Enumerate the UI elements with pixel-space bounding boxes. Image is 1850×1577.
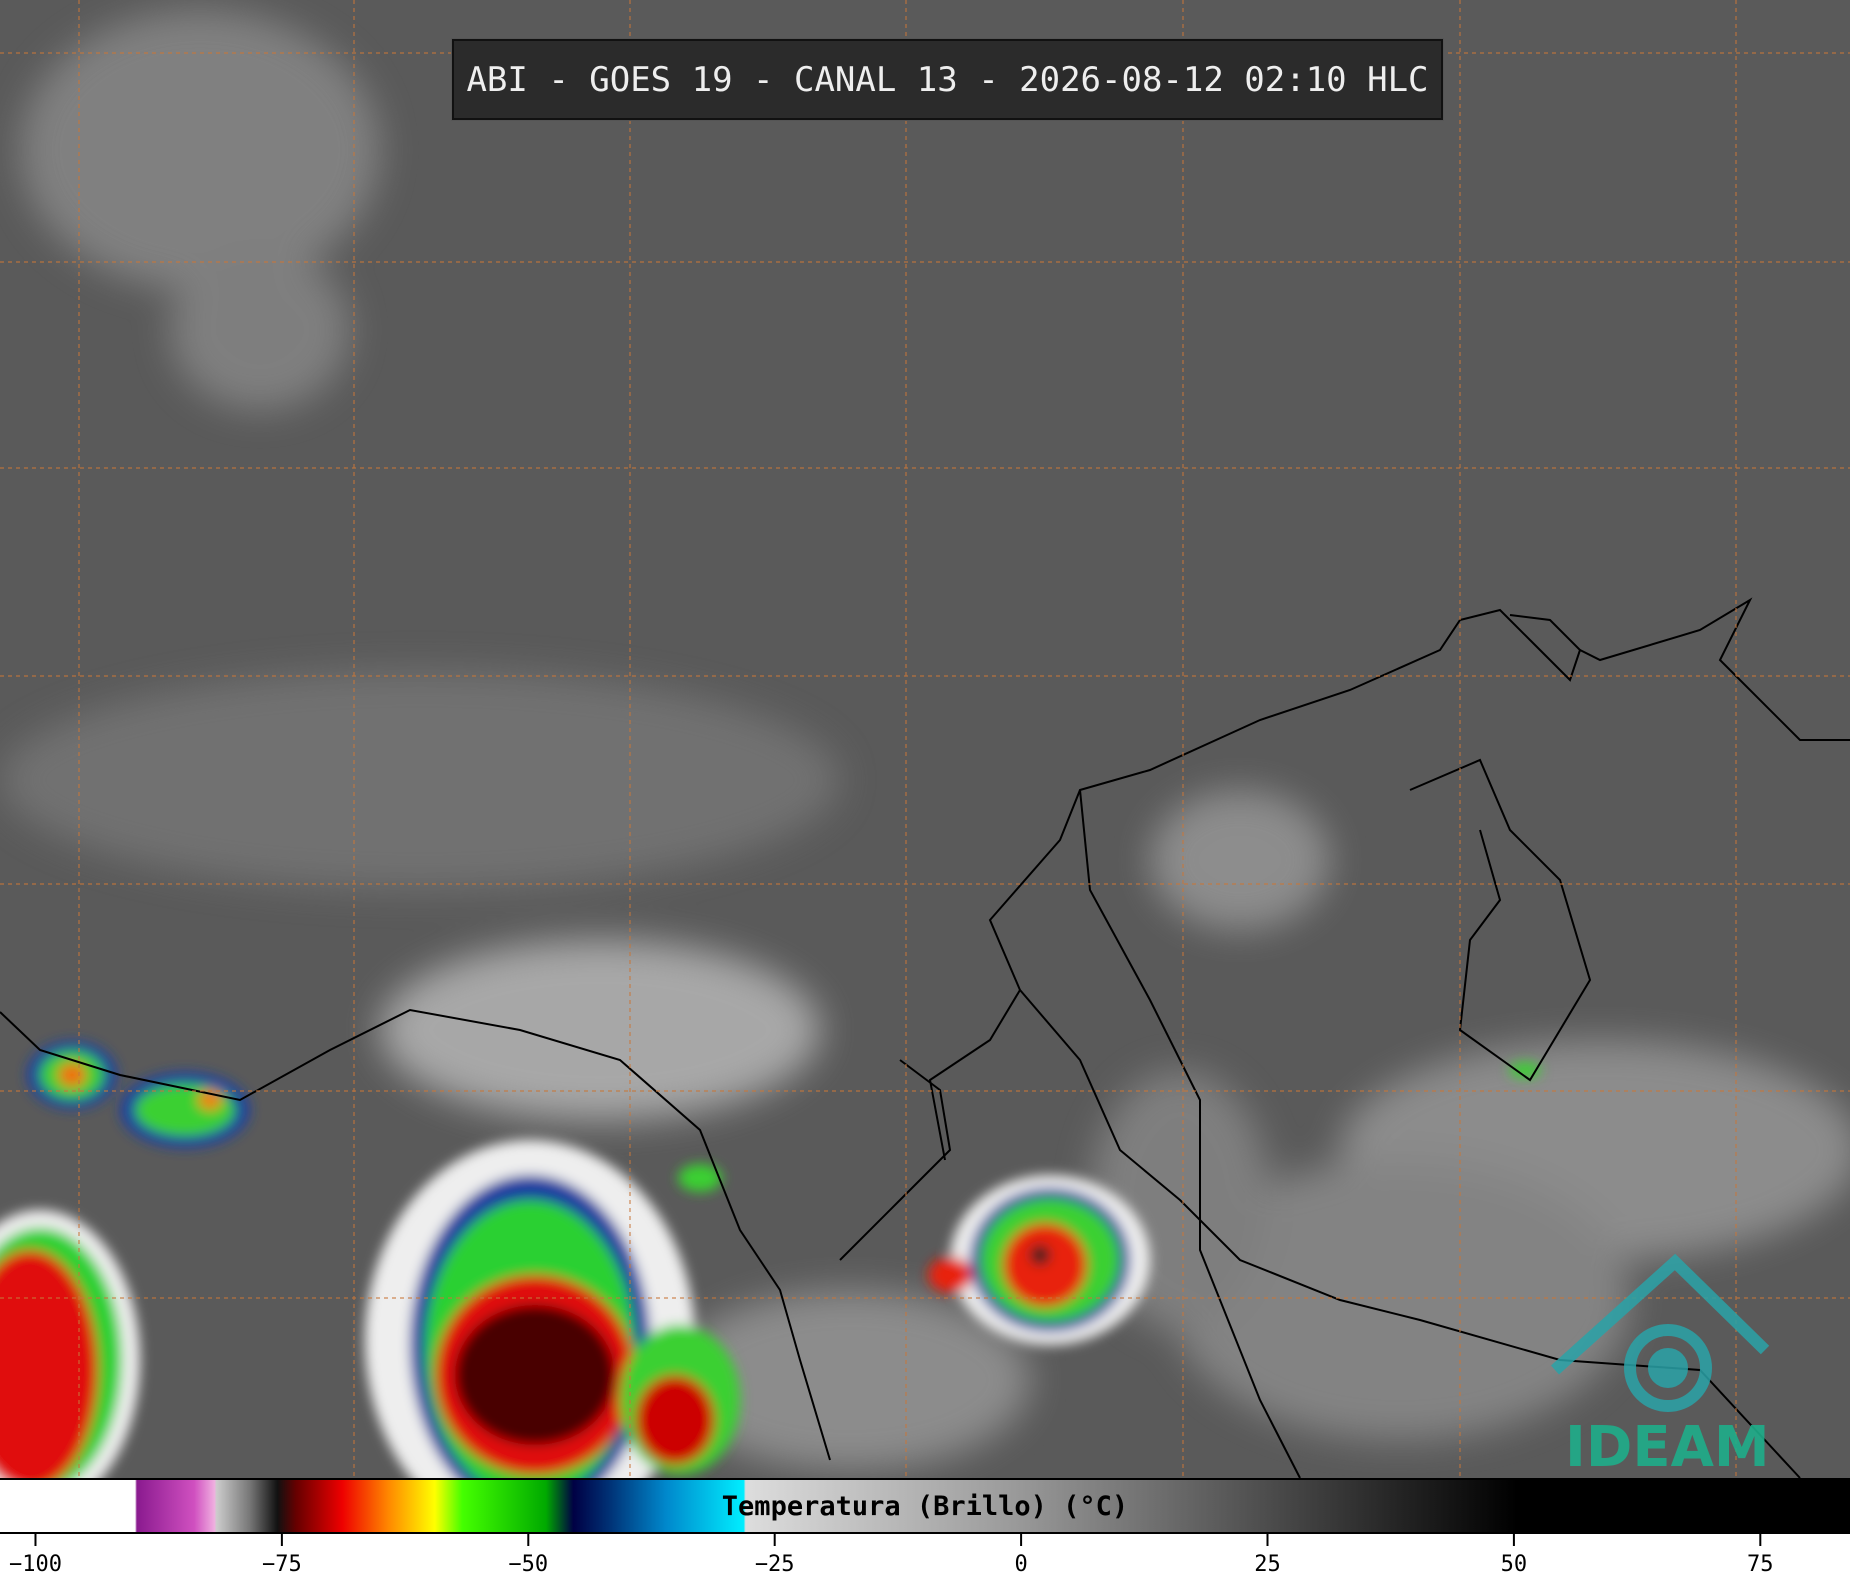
tick-label: −100 <box>8 1552 62 1577</box>
colorbar-label: Temperatura (Brillo) (°C) <box>721 1490 1129 1522</box>
logo-text: IDEAM <box>1565 1415 1770 1480</box>
tick-label: −75 <box>262 1552 302 1577</box>
tick-label: 50 <box>1500 1552 1528 1577</box>
tick-label: −25 <box>754 1552 795 1577</box>
tick-label: 25 <box>1254 1552 1281 1577</box>
tick-label: 75 <box>1747 1552 1774 1577</box>
tick-label: −50 <box>508 1552 549 1577</box>
tick-label: 0 <box>1014 1552 1028 1577</box>
image-title: ABI - GOES 19 - CANAL 13 - 2026-08-12 02… <box>452 39 1443 120</box>
colorbar <box>0 1478 1850 1534</box>
